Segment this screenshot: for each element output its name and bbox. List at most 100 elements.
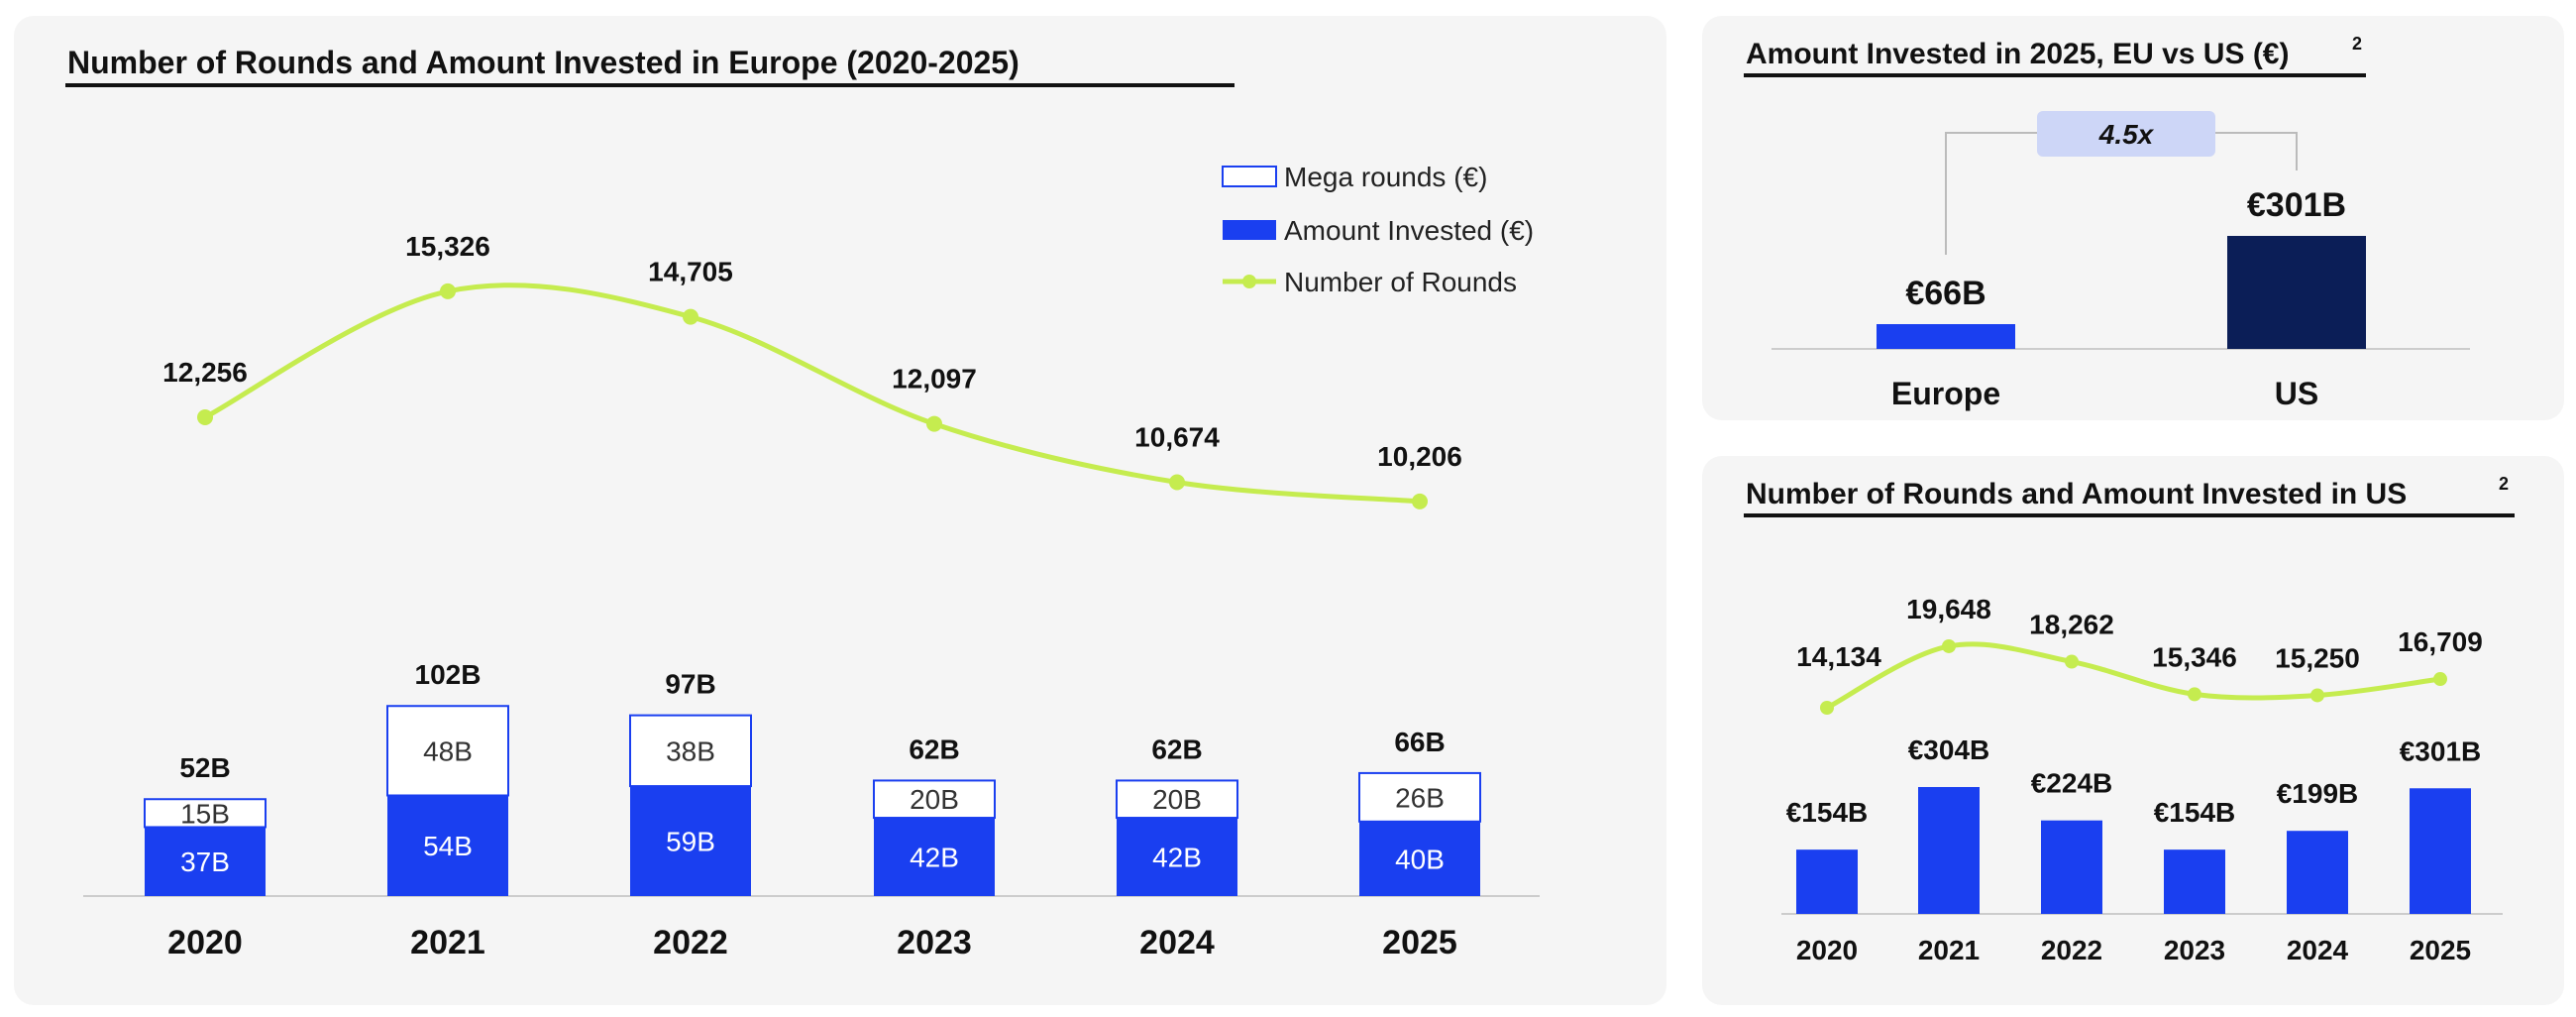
title-underline bbox=[65, 83, 1234, 87]
x-tick-label: 2020 bbox=[167, 924, 243, 961]
legend-rounds-label: Number of Rounds bbox=[1284, 267, 1517, 297]
bar-total-label: 97B bbox=[665, 669, 715, 700]
amount-invested-bar bbox=[2041, 820, 2102, 914]
number-of-rounds-label: 14,705 bbox=[648, 257, 733, 287]
amount-invested-label: 37B bbox=[180, 847, 230, 877]
number-of-rounds-label: 15,250 bbox=[2275, 642, 2360, 673]
amount-invested-bar bbox=[1918, 787, 1980, 914]
mega-rounds-bar bbox=[873, 779, 996, 820]
title-superscript: 2 bbox=[2499, 474, 2509, 494]
mega-rounds-label: 20B bbox=[1152, 784, 1202, 815]
title-superscript: 2 bbox=[2352, 34, 2362, 54]
x-tick-label: 2023 bbox=[897, 924, 972, 961]
legend-invested-label: Amount Invested (€) bbox=[1284, 215, 1534, 246]
ratio-label: 4.5x bbox=[2098, 119, 2155, 150]
number-of-rounds-point bbox=[2433, 672, 2447, 687]
us-chart: Number of Rounds and Amount Invested in … bbox=[1744, 474, 2515, 965]
amount-invested-bar bbox=[145, 827, 266, 896]
amount-invested-bar bbox=[2287, 831, 2348, 914]
amount-invested-label: 40B bbox=[1395, 844, 1445, 874]
amount-invested-label: 59B bbox=[666, 827, 715, 857]
number-of-rounds-label: 12,256 bbox=[162, 357, 248, 388]
number-of-rounds-label: 12,097 bbox=[892, 364, 977, 395]
x-tick-label: 2020 bbox=[1796, 935, 1858, 965]
number-of-rounds-point bbox=[683, 308, 698, 325]
amount-label: €301B bbox=[2247, 186, 2346, 224]
number-of-rounds-point bbox=[1942, 638, 1956, 653]
ratio-badge bbox=[2037, 111, 2215, 157]
bar-total-label: 62B bbox=[909, 734, 959, 764]
x-tick-label: Europe bbox=[1891, 376, 2000, 411]
number-of-rounds-label: 14,134 bbox=[1796, 641, 1881, 672]
number-of-rounds-label: 16,709 bbox=[2398, 626, 2483, 657]
mega-rounds-bar bbox=[1116, 779, 1238, 820]
title-underline bbox=[1744, 73, 2366, 77]
legend-mega-swatch bbox=[1222, 166, 1277, 187]
mega-rounds-bar bbox=[629, 714, 752, 788]
number-of-rounds-label: 10,206 bbox=[1377, 441, 1462, 472]
amount-invested-bar bbox=[630, 786, 751, 896]
mega-rounds-label: 48B bbox=[423, 735, 473, 766]
legend-mega-label: Mega rounds (€) bbox=[1284, 162, 1487, 192]
amount-invested-label: €154B bbox=[2154, 797, 2236, 828]
legend-rounds-marker bbox=[1242, 275, 1256, 288]
x-tick-label: US bbox=[2275, 376, 2318, 411]
number-of-rounds-label: 15,346 bbox=[2152, 641, 2237, 672]
amount-invested-label: 54B bbox=[423, 831, 473, 861]
us-chart-panel: Number of Rounds and Amount Invested in … bbox=[1702, 456, 2564, 1005]
number-of-rounds-line bbox=[203, 282, 1421, 505]
bar-total-label: 66B bbox=[1394, 727, 1445, 757]
mega-rounds-label: 26B bbox=[1395, 782, 1445, 813]
x-tick-label: 2025 bbox=[2410, 935, 2471, 965]
number-of-rounds-point bbox=[2188, 687, 2201, 702]
europe-chart-panel: Number of Rounds and Amount Invested in … bbox=[14, 16, 1666, 1005]
number-of-rounds-point bbox=[1412, 493, 1428, 509]
number-of-rounds-point bbox=[1820, 701, 1834, 715]
europe-chart: Number of Rounds and Amount Invested in … bbox=[65, 45, 1540, 961]
amount-invested-bar bbox=[2410, 788, 2471, 914]
x-tick-label: 2024 bbox=[1139, 924, 1215, 961]
legend-invested-swatch bbox=[1223, 220, 1276, 240]
eu-vs-us-chart-panel: Amount Invested in 2025, EU vs US (€) 2 €6… bbox=[1702, 16, 2564, 420]
mega-rounds-bar bbox=[1358, 771, 1481, 823]
amount-invested-label: €154B bbox=[1786, 797, 1869, 828]
chart-title: Number of Rounds and Amount Invested in … bbox=[1746, 478, 2407, 510]
amount-invested-label: €304B bbox=[1908, 734, 1990, 765]
number-of-rounds-point bbox=[2065, 654, 2079, 669]
number-of-rounds-point bbox=[926, 415, 942, 432]
amount-invested-label: €224B bbox=[2031, 768, 2113, 799]
x-tick-label: 2024 bbox=[2287, 935, 2349, 965]
amount-invested-label: 42B bbox=[1152, 843, 1202, 873]
number-of-rounds-label: 19,648 bbox=[1906, 594, 1991, 624]
chart-title: Number of Rounds and Amount Invested in … bbox=[67, 45, 1020, 80]
amount-invested-label: 42B bbox=[910, 843, 959, 873]
amount-bar bbox=[1877, 324, 2015, 349]
amount-invested-bar bbox=[1359, 821, 1480, 896]
mega-rounds-label: 38B bbox=[666, 735, 715, 766]
number-of-rounds-point bbox=[197, 409, 213, 425]
amount-invested-label: €199B bbox=[2277, 778, 2359, 809]
bar-total-label: 102B bbox=[415, 659, 482, 690]
number-of-rounds-label: 18,262 bbox=[2029, 610, 2114, 640]
x-tick-label: 2021 bbox=[1918, 935, 1980, 965]
amount-invested-bar bbox=[1796, 849, 1858, 914]
amount-invested-label: €301B bbox=[2400, 735, 2482, 766]
x-tick-label: 2022 bbox=[2041, 935, 2102, 965]
number-of-rounds-point bbox=[2310, 688, 2324, 703]
mega-rounds-label: 15B bbox=[180, 798, 230, 829]
bar-total-label: 52B bbox=[179, 752, 230, 783]
x-tick-label: 2023 bbox=[2164, 935, 2225, 965]
amount-label: €66B bbox=[1905, 275, 1986, 312]
chart-title: Amount Invested in 2025, EU vs US (€) bbox=[1746, 38, 2289, 70]
number-of-rounds-point bbox=[440, 282, 456, 299]
amount-bar bbox=[2227, 236, 2366, 349]
bar-total-label: 62B bbox=[1151, 734, 1202, 764]
amount-invested-bar bbox=[2164, 849, 2225, 914]
number-of-rounds-label: 15,326 bbox=[405, 231, 490, 262]
number-of-rounds-label: 10,674 bbox=[1134, 421, 1220, 452]
amount-invested-bar bbox=[1117, 818, 1237, 896]
mega-rounds-label: 20B bbox=[910, 784, 959, 815]
x-tick-label: 2022 bbox=[653, 924, 728, 961]
x-tick-label: 2025 bbox=[1382, 924, 1457, 961]
amount-invested-bar bbox=[387, 795, 508, 896]
